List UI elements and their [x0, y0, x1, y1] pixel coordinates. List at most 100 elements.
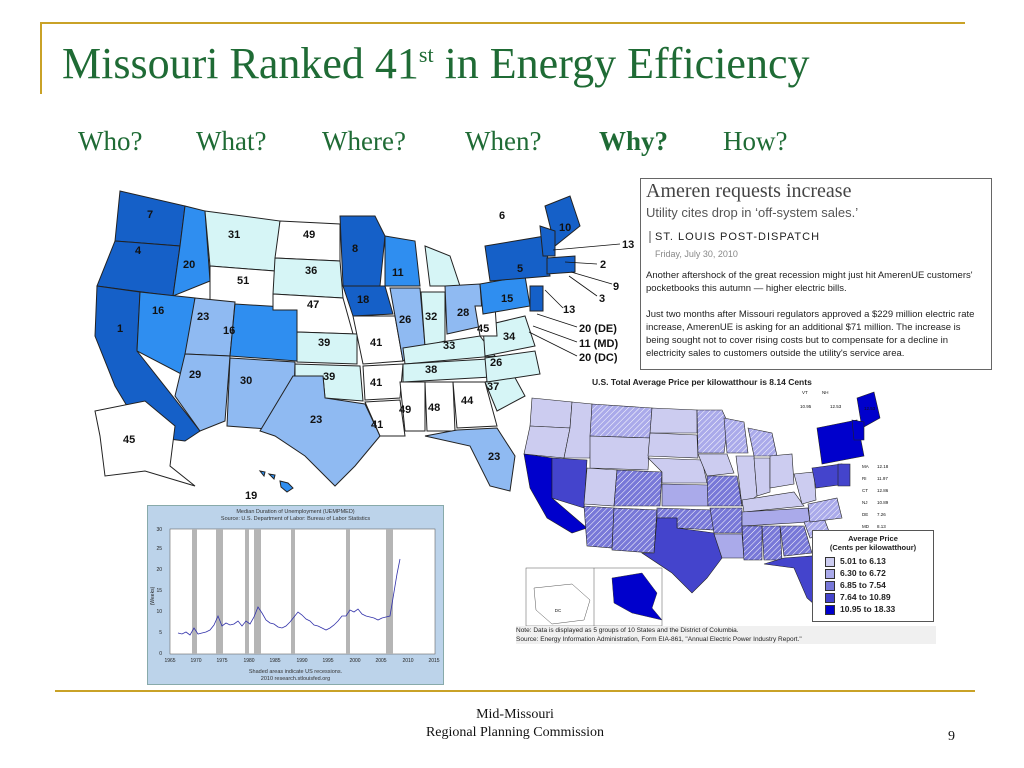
rank-in: 32 [425, 311, 437, 323]
rank-id: 20 [183, 259, 195, 271]
rank-wi: 11 [392, 267, 404, 279]
rank-ca: 1 [117, 323, 123, 335]
news-clipping: Ameren requests increase Utility cites d… [640, 178, 992, 370]
state-mi [424, 245, 461, 287]
rank-tx: 23 [310, 414, 322, 426]
rank-ar: 41 [370, 377, 382, 389]
pm-label-de: DE [862, 512, 868, 517]
rank-sd: 36 [305, 265, 317, 277]
ue-source: Source: U.S. Department of Labor: Bureau… [220, 516, 371, 522]
rank-ak: 45 [123, 434, 135, 446]
price-map-note: Note: Data is displayed as 5 groups of 1… [516, 626, 936, 644]
ue-series [177, 558, 401, 636]
rank-ny: 5 [517, 263, 523, 275]
state-tx [259, 375, 381, 487]
news-headline: Ameren requests increase [646, 180, 852, 202]
state-ks [296, 331, 358, 365]
question-what: What? [196, 126, 267, 156]
ue-credit: 2010 research.stlouisfed.org [260, 676, 331, 682]
svg-text:(Weeks): (Weeks) [150, 586, 156, 605]
rank-la: 41 [371, 419, 383, 431]
question-who: Who? [78, 126, 143, 156]
svg-text:1975: 1975 [216, 658, 227, 664]
state-sd [272, 257, 344, 299]
slide-title: Missouri Ranked 41st in Energy Efficienc… [62, 39, 810, 88]
rank-nv: 16 [152, 305, 164, 317]
state-co [229, 303, 301, 362]
electricity-price-map: U.S. Total Average Price per kilowatthou… [512, 377, 938, 648]
rank-ma: 2 [600, 259, 606, 271]
pm-value-md: 8.13 [877, 524, 886, 529]
rank-ok: 39 [323, 371, 335, 383]
rank-oh: 28 [457, 307, 469, 319]
footer-line-2: Regional Planning Commission [425, 725, 605, 740]
legend-title: Average Price [848, 534, 898, 543]
legend-row: 6.85 to 7.54 [825, 580, 886, 591]
svg-text:1995: 1995 [322, 658, 333, 664]
news-paragraph-2: Just two months after Missouri regulator… [646, 309, 975, 359]
rank-sc: 37 [487, 381, 499, 393]
state-az [174, 353, 231, 432]
question-how: How? [723, 126, 788, 156]
rank-mn: 8 [352, 243, 358, 255]
svg-text:1985: 1985 [269, 658, 280, 664]
rank-ks: 39 [318, 337, 330, 349]
rank-vt: 6 [499, 210, 505, 222]
rank-tn: 38 [425, 364, 437, 376]
rank-wy: 51 [237, 275, 249, 287]
rank-nd: 49 [303, 229, 315, 241]
rank-me: 10 [559, 222, 571, 234]
rank-de: 20 (DE) [579, 323, 617, 335]
price-legend: Average Price (Cents per kilowatthour) 5… [812, 530, 934, 622]
rank-ct: 9 [613, 281, 619, 293]
rank-ky: 33 [443, 340, 455, 352]
rank-ia: 18 [357, 294, 369, 306]
question-where: Where? [322, 126, 406, 156]
ue-title: Median Duration of Unemployment (UEMPMED… [236, 509, 355, 515]
page-number: 9 [948, 729, 955, 744]
recession-bars [192, 529, 393, 654]
legend-row: 5.01 to 6.13 [825, 556, 886, 567]
rank-nj: 13 [563, 304, 575, 316]
pm-label-nj: NJ [862, 500, 868, 505]
svg-text:20: 20 [156, 567, 162, 573]
svg-text:5: 5 [159, 630, 162, 636]
svg-text:2005: 2005 [375, 658, 386, 664]
rank-or: 4 [135, 245, 142, 257]
state-ky [402, 335, 496, 365]
price-map-graphic: DC VT NH 10.95 12.53 12.53 MA 12.18 RI 1… [523, 390, 889, 626]
legend-subtitle: (Cents per kilowatthour) [829, 543, 917, 552]
state-ia [342, 285, 394, 317]
rank-md: 11 (MD) [579, 338, 618, 350]
pm-value-nh: 12.53 [830, 404, 842, 409]
state-ga [452, 381, 498, 429]
pm-value-nj: 10.89 [877, 500, 889, 505]
question-why: Why? [599, 126, 669, 156]
state-nc [484, 350, 541, 383]
state-ak [94, 400, 196, 487]
rank-ri: 3 [599, 293, 605, 305]
news-date: Friday, July 30, 2010 [655, 249, 738, 259]
pm-value-ma: 12.18 [877, 464, 889, 469]
legend-row: 10.95 to 18.33 [825, 604, 895, 615]
rank-va: 34 [503, 331, 516, 343]
unemployment-chart: Median Duration of Unemployment (UEMPMED… [147, 505, 444, 685]
rank-az: 29 [189, 369, 201, 381]
question-when: When? [465, 126, 542, 156]
rank-mt: 31 [228, 229, 240, 241]
rank-wv: 45 [477, 323, 489, 335]
rank-wa: 7 [147, 209, 153, 221]
state-mn [339, 215, 386, 287]
rank-nc: 26 [490, 357, 502, 369]
svg-text:0: 0 [159, 651, 162, 657]
rank-dc: 20 (DC) [579, 352, 618, 364]
pm-label-ct: CT [862, 488, 868, 493]
pm-value-ct: 12.86 [877, 488, 889, 493]
rank-pa: 15 [501, 293, 513, 305]
rank-il: 26 [399, 314, 411, 326]
rank-ms: 49 [399, 404, 411, 416]
state-hi [279, 480, 294, 493]
top-rule [40, 22, 965, 24]
state-ma [546, 255, 576, 275]
svg-text:1970: 1970 [190, 658, 201, 664]
